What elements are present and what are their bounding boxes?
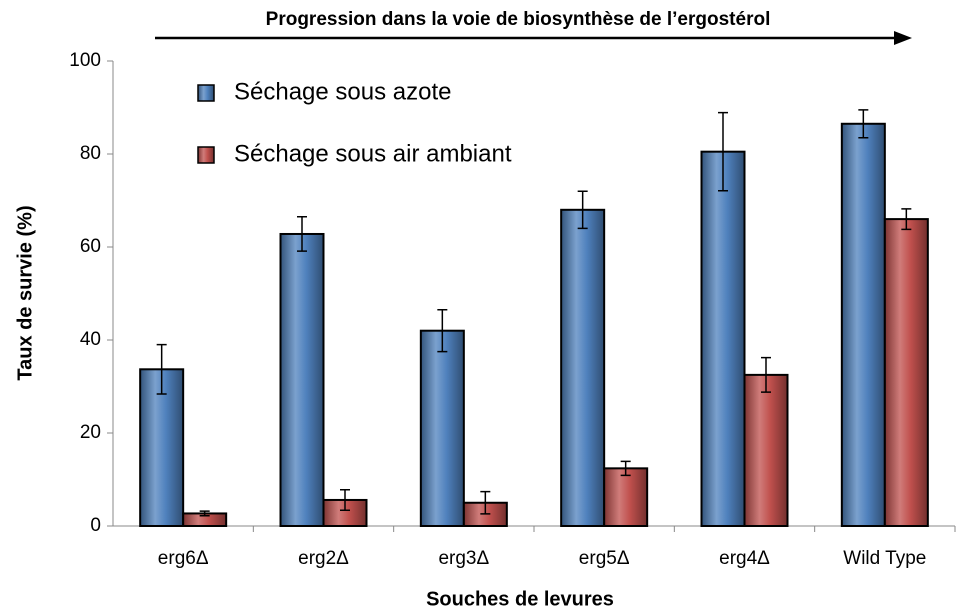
bar <box>419 329 465 528</box>
error-bar <box>199 510 210 517</box>
x-tick-label: erg2Δ <box>298 548 349 569</box>
y-tick-label: 20 <box>80 422 101 443</box>
legend-label: Séchage sous azote <box>234 78 452 105</box>
bar <box>743 373 789 527</box>
error-bar <box>297 216 307 252</box>
bar <box>700 150 746 528</box>
error-bar <box>156 343 167 395</box>
error-bar <box>718 111 728 192</box>
error-bar <box>340 488 350 511</box>
error-bar <box>437 309 448 353</box>
y-tick-label: 0 <box>90 515 101 536</box>
arrow-head <box>894 31 912 45</box>
x-tick-label: erg6Δ <box>158 548 209 569</box>
error-bar <box>858 109 869 139</box>
legend-label: Séchage sous air ambiant <box>234 140 512 167</box>
x-tick-label: erg3Δ <box>438 548 489 569</box>
y-axis-label: Taux de survie (%) <box>14 205 36 380</box>
y-tick-label: 80 <box>80 143 101 164</box>
y-tick-label: 40 <box>80 329 101 350</box>
y-tick-label: 100 <box>69 50 101 71</box>
error-bar <box>577 190 588 230</box>
x-tick-label: Wild Type <box>843 548 926 569</box>
annotation: Progression dans la voie de biosynthèse … <box>266 9 771 30</box>
bar <box>560 208 606 528</box>
error-bar <box>901 208 912 231</box>
y-tick-label: 60 <box>80 236 101 257</box>
legend-marker <box>197 84 215 102</box>
bar <box>883 218 929 527</box>
x-tick-label: erg4Δ <box>719 548 770 569</box>
x-tick-label: erg5Δ <box>579 548 630 569</box>
legend-marker <box>197 146 215 164</box>
error-bar <box>761 356 771 393</box>
bar <box>840 122 886 528</box>
x-axis-label: Souches de levures <box>426 588 614 610</box>
bar <box>603 467 649 527</box>
bar <box>279 232 325 527</box>
error-bar <box>620 460 631 477</box>
error-bar <box>480 490 491 515</box>
